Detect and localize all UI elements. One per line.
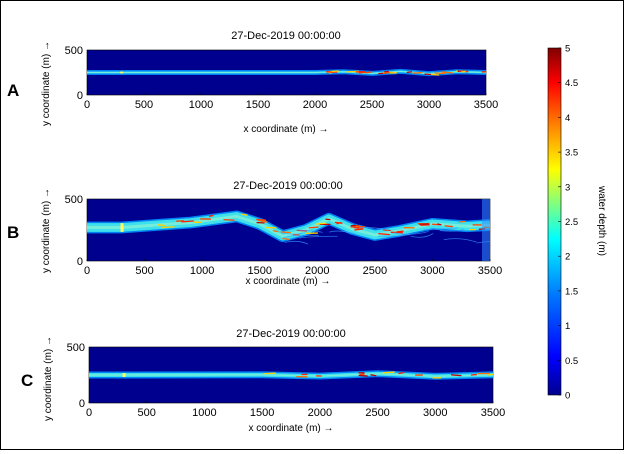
inflow-marker (121, 223, 124, 232)
colorbar-tick-label: 2 (565, 252, 570, 263)
deposit-streak (452, 375, 461, 376)
colorbar-label: water depth (m) (596, 185, 607, 256)
deposit-streak (360, 374, 364, 375)
x-tick-label: 0 (84, 99, 90, 111)
panel-a-channel (87, 71, 493, 75)
deposit-streak (337, 223, 341, 224)
deposit-streak (281, 232, 290, 233)
panel-a: A 27-Dec-2019 00:00:00 0 500 1000 1500 2000 2… (7, 30, 498, 135)
x-tick-label: 1000 (189, 99, 213, 111)
deposit-streak (445, 226, 452, 227)
x-tick-label: 2500 (360, 99, 384, 111)
colorbar-tick-label: 0 (565, 391, 570, 402)
panel-c-y-axis-label: y coordinate (m) → (43, 336, 54, 421)
y-tick-label: 500 (67, 342, 85, 354)
deposit-streak (399, 373, 404, 374)
x-tick-label: 500 (135, 265, 153, 277)
deposit-streak (241, 214, 247, 215)
x-tick-label: 0 (84, 265, 90, 277)
colorbar-tick-label: 1.5 (565, 286, 578, 297)
colorbar-tick-label: 2.5 (565, 217, 578, 228)
deposit-streak (162, 227, 174, 228)
x-tick-label: 2000 (303, 99, 327, 111)
x-tick-label: 1500 (246, 99, 270, 111)
x-tick-label: 1000 (190, 265, 214, 277)
deposit-streak (329, 72, 332, 73)
deposit-streak (383, 372, 394, 373)
colorbar-tick-label: 3 (565, 182, 570, 193)
x-tick-label: 500 (138, 407, 156, 419)
deposit-streak (432, 74, 439, 75)
x-tick-label: 3000 (417, 99, 441, 111)
panel-label-b: B (7, 223, 19, 242)
colorbar: 0 0.5 1 1.5 2 2.5 3 3.5 4 4.5 5 water depth (m) (548, 44, 607, 402)
deposit-streak (438, 224, 441, 225)
deposit-streak (283, 239, 290, 240)
deposit-streak (359, 375, 367, 376)
colorbar-tick-label: 5 (565, 44, 570, 55)
colorbar-tick-label: 4.5 (565, 78, 578, 89)
panel-b-title: 27-Dec-2019 00:00:00 (233, 180, 342, 192)
colorbar-tick-label: 1 (565, 321, 570, 332)
panel-label-a: A (7, 81, 19, 100)
deposit-streak (397, 231, 403, 232)
inflow-marker (123, 373, 126, 377)
deposit-streak (482, 71, 492, 72)
panel-c: C 27-Dec-2019 00:00:00 0 500 1000 1500 2000 2… (21, 328, 505, 434)
deposit-streak (257, 219, 265, 220)
deposit-streak (273, 231, 277, 232)
panel-c-title: 27-Dec-2019 00:00:00 (236, 328, 345, 340)
x-tick-label: 2000 (308, 407, 332, 419)
y-tick-label: 500 (65, 194, 83, 206)
inflow-marker (120, 72, 123, 74)
colorbar-tick-label: 0.5 (565, 356, 578, 367)
y-tick-label: 0 (77, 256, 83, 268)
x-tick-label: 0 (86, 407, 92, 419)
deposit-streak (309, 227, 318, 228)
deposit-streak (210, 216, 213, 217)
panel-label-c: C (21, 371, 33, 390)
deposit-streak (442, 72, 452, 73)
x-tick-label: 2500 (365, 407, 389, 419)
x-tick-label: 3500 (474, 99, 498, 111)
deposit-streak (158, 225, 165, 226)
panel-a-y-axis-label: y coordinate (m) → (41, 41, 52, 126)
colorbar-tick-label: 4 (565, 113, 570, 124)
x-tick-label: 2500 (363, 265, 387, 277)
panel-b-y-axis-label: y coordinate (m) → (41, 188, 52, 273)
y-tick-label: 0 (79, 398, 85, 410)
y-tick-label: 0 (77, 90, 83, 102)
deposit-streak (224, 220, 234, 221)
x-tick-label: 500 (135, 99, 153, 111)
deposit-streak (316, 223, 326, 224)
panel-a-x-axis-label: x coordinate (m) → (243, 124, 328, 135)
x-tick-label: 1000 (192, 407, 216, 419)
x-tick-label: 3500 (478, 265, 502, 277)
deposit-streak (261, 221, 267, 222)
panel-a-title: 27-Dec-2019 00:00:00 (231, 30, 340, 42)
panel-c-channel (89, 372, 495, 378)
y-tick-label: 500 (65, 45, 83, 57)
x-tick-label: 3000 (420, 265, 444, 277)
panel-b-x-axis-label: x coordinate (m) → (245, 276, 330, 287)
deposit-streak (371, 375, 376, 376)
x-tick-label: 3000 (423, 407, 447, 419)
deposit-streak (366, 72, 372, 73)
x-tick-label: 1500 (250, 407, 274, 419)
colorbar-tick-label: 3.5 (565, 148, 578, 159)
x-tick-label: 3500 (481, 407, 505, 419)
outflow-boundary (482, 199, 490, 261)
panel-c-x-axis-label: x coordinate (m) → (248, 423, 333, 434)
